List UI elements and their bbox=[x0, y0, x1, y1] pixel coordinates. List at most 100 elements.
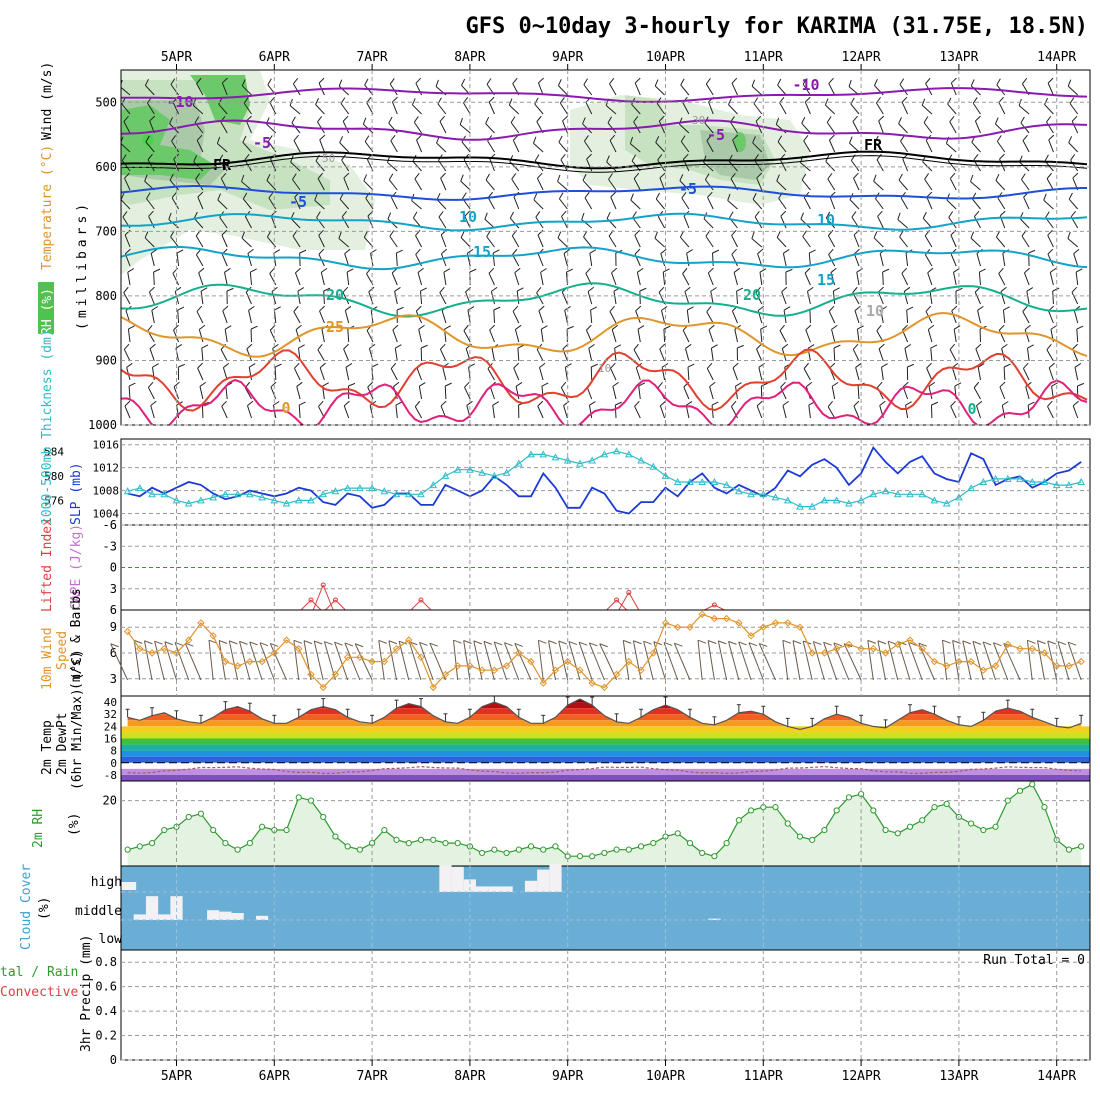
rh-point bbox=[394, 837, 399, 842]
isotherm-label: 15 bbox=[817, 271, 835, 289]
cloud-high-bar bbox=[549, 864, 561, 892]
rh-point bbox=[528, 844, 533, 849]
chart-title: GFS 0~10day 3-hourly for KARIMA (31.75E,… bbox=[465, 14, 1088, 39]
rh-point bbox=[1066, 847, 1071, 852]
rh-point bbox=[773, 805, 778, 810]
wind-barb-shaft bbox=[834, 348, 835, 361]
date-label-bottom: 7APR bbox=[356, 1069, 387, 1084]
ylabel-convective: Convective bbox=[0, 985, 78, 1000]
ylabel-rh: RH (%) bbox=[40, 288, 55, 335]
precip-tick-label: 0.2 bbox=[95, 1029, 117, 1043]
slp-frame bbox=[121, 439, 1090, 525]
rh-point bbox=[284, 827, 289, 832]
rh-point bbox=[822, 827, 827, 832]
rh-point bbox=[1030, 782, 1035, 787]
isotherm-label: FR bbox=[864, 136, 883, 154]
temp-band bbox=[121, 739, 1090, 745]
rh-point bbox=[651, 841, 656, 846]
rh-point bbox=[883, 827, 888, 832]
isotherm-label: 25 bbox=[326, 318, 344, 336]
ylabel-millibars: (millibars) bbox=[75, 200, 90, 330]
pressure-tick-label: 800 bbox=[95, 289, 117, 303]
pressure-tick-label: 600 bbox=[95, 160, 117, 174]
rh-point bbox=[895, 831, 900, 836]
li-tick-label: -6 bbox=[103, 518, 117, 532]
li-tick-label: 0 bbox=[110, 561, 117, 575]
precip-tick-label: 0.8 bbox=[95, 955, 117, 969]
rh-point bbox=[602, 850, 607, 855]
rh-point bbox=[626, 847, 631, 852]
ylabel-minmax: (6hr Min/Max) (°C) bbox=[70, 649, 85, 790]
rh-contour-label: 10 bbox=[598, 362, 611, 375]
rh-point bbox=[504, 850, 509, 855]
wind-barb-shaft bbox=[883, 272, 884, 285]
temp-tick-label: -8 bbox=[104, 769, 117, 782]
rh-point bbox=[1042, 805, 1047, 810]
li-tick-label: -3 bbox=[103, 539, 117, 553]
ylabel-10m-wind: 10m Wind bbox=[40, 627, 55, 690]
rh-point bbox=[1079, 844, 1084, 849]
date-label-top: 6APR bbox=[259, 50, 290, 65]
temp-band bbox=[121, 751, 1090, 757]
rh-point bbox=[748, 808, 753, 813]
isotherm-label: 0 bbox=[281, 399, 290, 417]
rh2m-panel: 20 bbox=[103, 781, 1090, 866]
pressure-tick-label: 1000 bbox=[88, 418, 117, 432]
rh-point bbox=[198, 811, 203, 816]
rh-point bbox=[235, 847, 240, 852]
rh-point bbox=[969, 821, 974, 826]
rh-point bbox=[308, 798, 313, 803]
rh-point bbox=[590, 854, 595, 859]
rh-point bbox=[577, 854, 582, 859]
date-label-bottom: 8APR bbox=[454, 1069, 485, 1084]
rh-point bbox=[382, 827, 387, 832]
wind-barb-shaft bbox=[275, 367, 276, 380]
pressure-tick-label: 500 bbox=[95, 95, 117, 109]
cloud-high-bar bbox=[537, 870, 549, 892]
cloud-middle-bar bbox=[232, 913, 244, 920]
isotherm-label: 10 bbox=[866, 302, 884, 320]
wind-barb-shaft bbox=[1004, 367, 1005, 380]
rh-point bbox=[443, 841, 448, 846]
isotherm-label: 20 bbox=[743, 286, 761, 304]
isotherm-label: 20 bbox=[326, 286, 344, 304]
date-label-bottom: 14APR bbox=[1037, 1069, 1076, 1084]
ylabel-2m-dewpt: 2m DewPt bbox=[55, 712, 70, 775]
isotherm-label: 10 bbox=[459, 208, 477, 226]
rh-point bbox=[614, 847, 619, 852]
wind-barb-shaft bbox=[154, 272, 155, 285]
ylabel-thickness: 1000-500mb Thickness (dm) bbox=[40, 329, 55, 525]
temp-tick-label: 40 bbox=[104, 696, 117, 709]
ylabel-total-rain: tal / Rain bbox=[0, 965, 78, 980]
cloud-middle-bar bbox=[146, 896, 158, 920]
rh-point bbox=[247, 841, 252, 846]
slp-tick-label: 1008 bbox=[93, 485, 120, 498]
temp-band bbox=[121, 769, 1090, 775]
date-label-bottom: 10APR bbox=[646, 1069, 685, 1084]
rh-point bbox=[541, 847, 546, 852]
isotherm-label: -5 bbox=[289, 193, 307, 211]
temp-band bbox=[121, 732, 1090, 738]
ylabel-temperature: Temperature (°C) bbox=[40, 145, 55, 270]
wind10m-panel: 963 bbox=[110, 610, 1090, 696]
li-tick-label: 3 bbox=[110, 582, 117, 596]
cloud-level-high: high bbox=[91, 875, 122, 890]
rh-point bbox=[993, 824, 998, 829]
run-total: Run Total = 0 bbox=[983, 953, 1085, 968]
ylabel-wind: Wind (m/s) bbox=[40, 62, 55, 140]
pressure-tick-label: 900 bbox=[95, 353, 117, 367]
cloud-middle-bar bbox=[158, 914, 170, 920]
precip-tick-label: 0.4 bbox=[95, 1004, 117, 1018]
rh-point bbox=[724, 841, 729, 846]
rh-point bbox=[137, 844, 142, 849]
cloud-middle-bar bbox=[134, 914, 146, 920]
rh-contour-label: 50 bbox=[322, 152, 335, 165]
temp-tick-label: 16 bbox=[104, 733, 117, 746]
rh-point bbox=[981, 827, 986, 832]
date-label-top: 5APR bbox=[161, 50, 192, 65]
rh-point bbox=[834, 808, 839, 813]
cloud-high-bar bbox=[452, 867, 464, 892]
